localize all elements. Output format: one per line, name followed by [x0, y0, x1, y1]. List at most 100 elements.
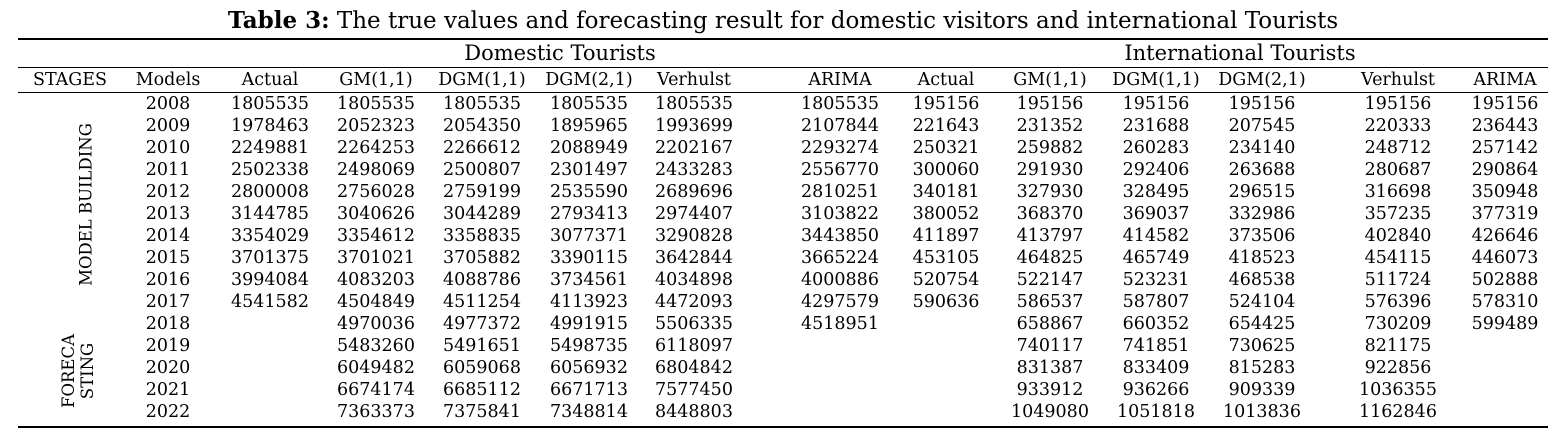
- table-cell-int-arima: 290864: [1471, 160, 1539, 180]
- table-cell-int-dgm11: 833409: [1122, 358, 1190, 378]
- table-cell-dom-dgm11: 2266612: [443, 138, 521, 158]
- table-cell-dom-verhulst: 2974407: [655, 204, 733, 224]
- table-cell-dom-dgm11: 6685112: [443, 380, 521, 400]
- table-cell-dom-verhulst: 4034898: [655, 270, 733, 290]
- table-cell-dom-gm11: 2756028: [337, 182, 415, 202]
- table-cell-dom-arima: 3443850: [801, 226, 879, 246]
- table-cell-int-actual: 250321: [912, 138, 980, 158]
- table-cell-dom-actual: 1978463: [231, 116, 309, 136]
- stage-forecasting-line2: STING: [78, 342, 97, 400]
- table-cell-models: 2014: [145, 226, 191, 246]
- table-cell-models: 2012: [145, 182, 191, 202]
- table-cell-int-dgm21: 524104: [1228, 292, 1296, 312]
- stage-forecasting-line1: FORECA: [59, 334, 78, 408]
- table-cell-int-arima: 377319: [1471, 204, 1539, 224]
- table-cell-dom-dgm11: 2054350: [443, 116, 521, 136]
- table-cell-int-arima: 257142: [1471, 138, 1539, 158]
- table-cell-dom-gm11: 1805535: [337, 94, 415, 114]
- table-cell-dom-verhulst: 2689696: [655, 182, 733, 202]
- table-cell-int-dgm21: 654425: [1228, 314, 1296, 334]
- table-cell-dom-gm11: 5483260: [337, 336, 415, 356]
- column-header-dom-verhulst: Verhulst: [657, 70, 731, 90]
- table-cell-int-gm11: 195156: [1016, 94, 1084, 114]
- table-cell-dom-verhulst: 3290828: [655, 226, 733, 246]
- table-cell-dom-arima: 4297579: [801, 292, 879, 312]
- group-header-rule: [18, 67, 1548, 68]
- table-cell-int-dgm11: 1051818: [1117, 402, 1195, 422]
- table-title-label: Table 3:: [227, 7, 330, 34]
- bottom-rule: [18, 426, 1548, 428]
- table-cell-int-dgm21: 207545: [1228, 116, 1296, 136]
- table-cell-models: 2021: [145, 380, 191, 400]
- table-cell-dom-dgm11: 2500807: [443, 160, 521, 180]
- table-cell-dom-dgm21: 4113923: [550, 292, 628, 312]
- table-cell-int-verhulst: 195156: [1364, 94, 1432, 114]
- table-cell-models: 2013: [145, 204, 191, 224]
- table-cell-int-gm11: 740117: [1016, 336, 1084, 356]
- table-cell-dom-arima: 1805535: [801, 94, 879, 114]
- table-cell-models: 2016: [145, 270, 191, 290]
- table-cell-dom-dgm21: 5498735: [550, 336, 628, 356]
- column-header-dom-gm11: GM(1,1): [339, 70, 413, 90]
- table-cell-dom-arima: 2556770: [801, 160, 879, 180]
- table-cell-int-gm11: 413797: [1016, 226, 1084, 246]
- table-cell-int-gm11: 586537: [1016, 292, 1084, 312]
- table-cell-int-gm11: 831387: [1016, 358, 1084, 378]
- table-cell-dom-arima: 3103822: [801, 204, 879, 224]
- table-cell-models: 2015: [145, 248, 191, 268]
- table-cell-dom-actual: 1805535: [231, 94, 309, 114]
- table-cell-int-dgm21: 418523: [1228, 248, 1296, 268]
- table-cell-dom-dgm11: 1805535: [443, 94, 521, 114]
- table-cell-int-arima: 446073: [1471, 248, 1539, 268]
- table-cell-dom-verhulst: 2433283: [655, 160, 733, 180]
- table-cell-dom-dgm21: 1895965: [550, 116, 628, 136]
- table-cell-int-verhulst: 1162846: [1359, 402, 1437, 422]
- table-cell-dom-dgm21: 2088949: [550, 138, 628, 158]
- table-cell-dom-dgm21: 6056932: [550, 358, 628, 378]
- table-cell-int-verhulst: 220333: [1364, 116, 1432, 136]
- table-cell-int-dgm11: 260283: [1122, 138, 1190, 158]
- table-cell-models: 2019: [145, 336, 191, 356]
- table-cell-dom-actual: 2800008: [231, 182, 309, 202]
- table-cell-dom-gm11: 4083203: [337, 270, 415, 290]
- table-cell-dom-arima: 2810251: [801, 182, 879, 202]
- table-cell-int-arima: 350948: [1471, 182, 1539, 202]
- table-cell-int-dgm21: 815283: [1228, 358, 1296, 378]
- table-cell-dom-verhulst: 3642844: [655, 248, 733, 268]
- table-cell-int-verhulst: 511724: [1364, 270, 1432, 290]
- table-cell-dom-actual: 3354029: [231, 226, 309, 246]
- table-cell-models: 2018: [145, 314, 191, 334]
- table-cell-int-dgm11: 587807: [1122, 292, 1190, 312]
- table-cell-dom-dgm21: 6671713: [550, 380, 628, 400]
- stage-forecasting: FORECA STING: [59, 331, 97, 411]
- table-cell-int-actual: 380052: [912, 204, 980, 224]
- table-cell-dom-gm11: 2052323: [337, 116, 415, 136]
- table-cell-dom-actual: 2502338: [231, 160, 309, 180]
- table-cell-int-arima: 195156: [1471, 94, 1539, 114]
- table-cell-dom-arima: 2293274: [801, 138, 879, 158]
- table-cell-dom-dgm21: 7348814: [550, 402, 628, 422]
- group-header-international: International Tourists: [1124, 41, 1356, 65]
- column-header-dom-dgm11: DGM(1,1): [438, 70, 526, 90]
- column-header-stages: STAGES: [32, 70, 108, 90]
- table-cell-int-dgm11: 741851: [1122, 336, 1190, 356]
- table-cell-dom-gm11: 6049482: [337, 358, 415, 378]
- table-cell-int-gm11: 259882: [1016, 138, 1084, 158]
- table-cell-dom-arima: 4000886: [801, 270, 879, 290]
- table-cell-int-actual: 590636: [912, 292, 980, 312]
- table-cell-int-dgm21: 263688: [1228, 160, 1296, 180]
- column-header-dom-arima: ARIMA: [808, 70, 872, 90]
- column-header-models: Models: [135, 70, 201, 90]
- table-cell-int-dgm21: 730625: [1228, 336, 1296, 356]
- table-cell-models: 2009: [145, 116, 191, 136]
- table-cell-dom-verhulst: 6118097: [655, 336, 733, 356]
- table-cell-int-dgm11: 936266: [1122, 380, 1190, 400]
- table-cell-int-dgm11: 414582: [1122, 226, 1190, 246]
- table-cell-int-gm11: 1049080: [1011, 402, 1089, 422]
- table-cell-dom-verhulst: 2202167: [655, 138, 733, 158]
- table-cell-int-actual: 300060: [912, 160, 980, 180]
- table-cell-dom-gm11: 3040626: [337, 204, 415, 224]
- table-cell-int-actual: 520754: [912, 270, 980, 290]
- table-cell-dom-dgm11: 4511254: [443, 292, 521, 312]
- table-cell-dom-gm11: 7363373: [337, 402, 415, 422]
